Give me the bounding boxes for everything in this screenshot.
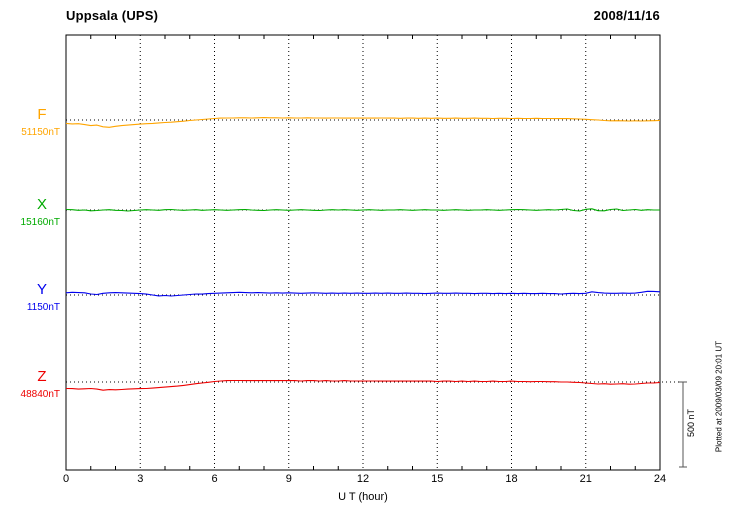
- x-tick-label-21: 21: [579, 473, 592, 485]
- x-tick-label-3: 3: [137, 473, 144, 485]
- trace-y: [65, 290, 661, 297]
- plotted-at-note: Plotted at 2009/03/09 20:01 UT: [714, 340, 724, 453]
- x-tick-label-0: 0: [62, 473, 70, 485]
- series-baseline-z: 48840nT: [20, 389, 60, 400]
- trace-x: [65, 208, 660, 212]
- x-tick-label-9: 9: [285, 473, 292, 485]
- x-tick-label-18: 18: [505, 473, 518, 485]
- x-tick-labels: 0 3 6 9 12 15 18 21 24: [0, 473, 730, 487]
- series-label-z: Z: [37, 368, 47, 385]
- series-baseline-f: 51150nT: [21, 127, 60, 138]
- plot-frame: [65, 34, 661, 471]
- series-baseline-y: 1150nT: [26, 302, 60, 313]
- scale-bar-label: 500 nT: [686, 408, 696, 438]
- series-baseline-x: 15160nT: [20, 217, 60, 228]
- series-label-f: F: [37, 106, 47, 123]
- series-label-y: Y: [36, 281, 47, 298]
- x-tick-label-24: 24: [653, 473, 667, 485]
- trace-z: [65, 379, 661, 391]
- plot-date: 2008/11/16: [593, 8, 660, 23]
- x-axis-label: U T (hour): [338, 491, 388, 503]
- station-title: Uppsala (UPS): [66, 8, 159, 23]
- trace-f: [65, 117, 661, 128]
- x-tick-label-15: 15: [431, 473, 444, 485]
- x-tick-label-12: 12: [356, 473, 370, 485]
- x-tick-label-6: 6: [211, 473, 218, 485]
- series-label-x: X: [36, 196, 47, 213]
